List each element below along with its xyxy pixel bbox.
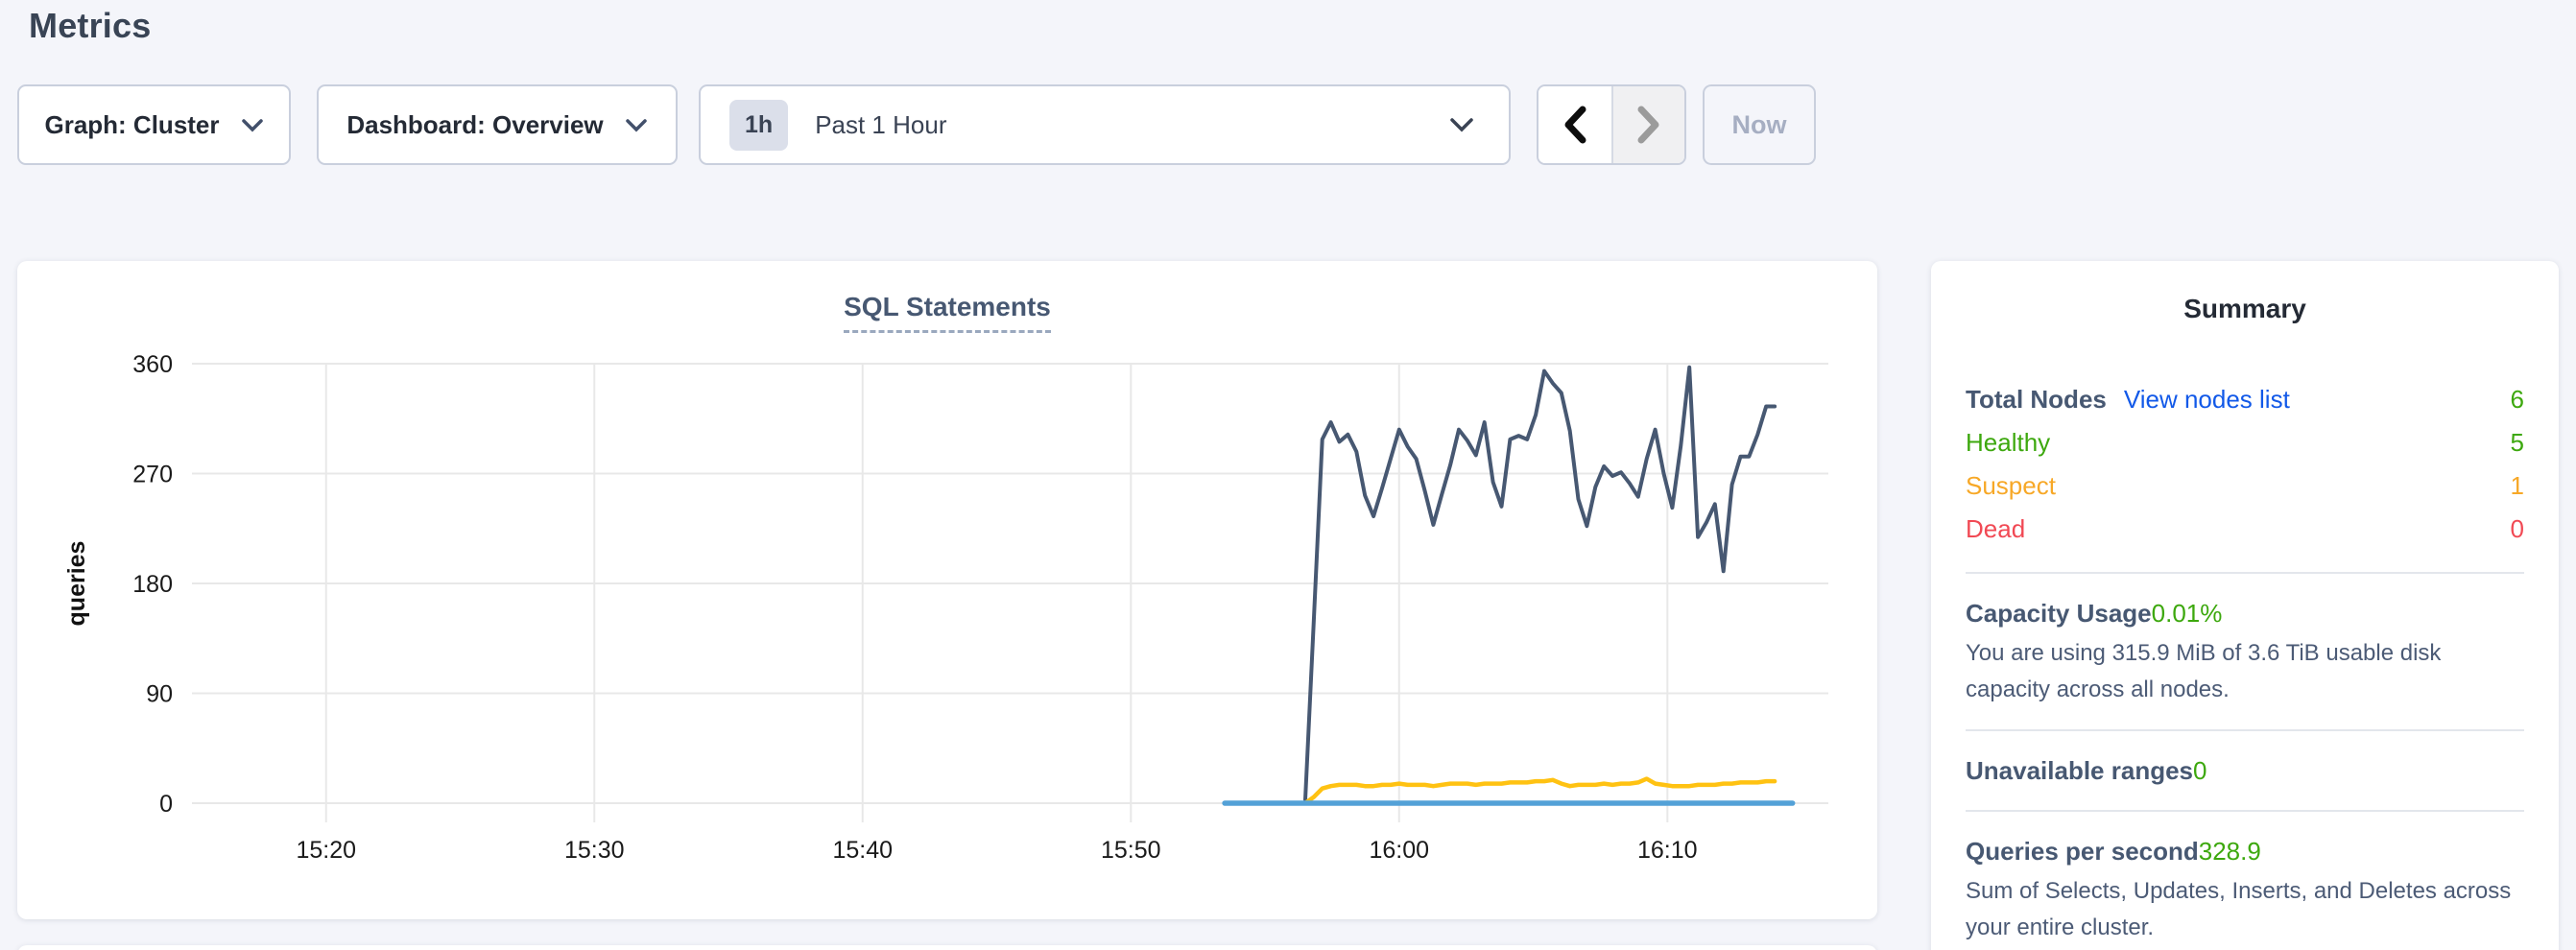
unavailable-ranges-section: Unavailable ranges 0: [1966, 752, 2524, 789]
chevron-right-icon: [1637, 106, 1659, 144]
sql-statements-chart-card: SQL Statements 0 90 180 270 360 15:20 15:30 15:…: [17, 261, 1877, 919]
capacity-usage-section: Capacity Usage 0.01% You are using 315.9…: [1966, 595, 2524, 708]
dead-nodes-row: Dead 0: [1966, 508, 2524, 551]
suspect-value: 1: [2510, 471, 2524, 500]
svg-text:360: 360: [132, 351, 173, 378]
capacity-usage-value: 0.01%: [2151, 599, 2223, 628]
dashboard-dropdown-label: Dashboard: Overview: [346, 109, 604, 139]
queries-per-second-description: Sum of Selects, Updates, Inserts, and De…: [1966, 878, 2512, 940]
time-forward-button[interactable]: [1611, 86, 1684, 163]
queries-per-second-label: Queries per second: [1966, 837, 2199, 866]
capacity-usage-label: Capacity Usage: [1966, 599, 2152, 628]
chevron-down-icon: [241, 118, 263, 131]
suspect-nodes-row: Suspect 1: [1966, 464, 2524, 508]
suspect-label: Suspect: [1966, 471, 2056, 500]
next-chart-card-edge: [17, 945, 1877, 950]
chart-title[interactable]: SQL Statements: [844, 292, 1051, 333]
total-nodes-value: 6: [2510, 385, 2524, 414]
healthy-nodes-row: Healthy 5: [1966, 421, 2524, 464]
dashboard-dropdown[interactable]: Dashboard: Overview: [317, 84, 678, 165]
svg-text:15:40: 15:40: [832, 837, 893, 864]
divider: [1966, 810, 2524, 812]
total-nodes-row: Total Nodes View nodes list 6: [1966, 378, 2524, 421]
chevron-down-icon: [625, 118, 647, 131]
svg-text:16:10: 16:10: [1637, 837, 1698, 864]
graph-dropdown[interactable]: Graph: Cluster: [17, 84, 291, 165]
time-range-picker[interactable]: 1h Past 1 Hour: [699, 84, 1511, 165]
dead-label: Dead: [1966, 514, 2026, 543]
svg-text:270: 270: [132, 462, 173, 488]
summary-heading: Summary: [2183, 294, 2306, 323]
unavailable-ranges-value: 0: [2193, 756, 2207, 785]
page-title: Metrics: [29, 6, 152, 45]
divider: [1966, 572, 2524, 574]
now-button[interactable]: Now: [1703, 84, 1816, 165]
svg-text:90: 90: [146, 681, 173, 708]
chevron-down-icon: [1450, 118, 1473, 132]
summary-panel: Summary Total Nodes View nodes list 6 He…: [1931, 261, 2559, 950]
svg-text:15:30: 15:30: [564, 837, 625, 864]
dead-value: 0: [2510, 514, 2524, 543]
graph-dropdown-label: Graph: Cluster: [44, 109, 220, 139]
queries-per-second-section: Queries per second 328.9 Sum of Selects,…: [1966, 833, 2524, 946]
view-nodes-link[interactable]: View nodes list: [2123, 385, 2290, 414]
time-range-label: Past 1 Hour: [815, 109, 947, 139]
svg-text:180: 180: [132, 571, 173, 598]
chevron-left-icon: [1564, 106, 1586, 144]
time-range-badge: 1h: [729, 99, 789, 151]
capacity-usage-description: You are using 315.9 MiB of 3.6 TiB usabl…: [1966, 640, 2442, 702]
time-back-button[interactable]: [1538, 86, 1611, 163]
total-nodes-label: Total Nodes: [1966, 385, 2107, 414]
svg-text:queries: queries: [63, 541, 90, 627]
time-pager: [1537, 84, 1686, 165]
queries-per-second-value: 328.9: [2198, 837, 2261, 866]
svg-text:15:20: 15:20: [296, 837, 356, 864]
svg-text:16:00: 16:00: [1370, 837, 1430, 864]
sql-statements-chart[interactable]: 0 90 180 270 360 15:20 15:30 15:40 15:50 16:00 16:…: [17, 261, 1877, 919]
healthy-value: 5: [2510, 428, 2524, 457]
svg-text:15:50: 15:50: [1101, 837, 1161, 864]
svg-text:0: 0: [159, 791, 173, 818]
unavailable-ranges-label: Unavailable ranges: [1966, 756, 2193, 785]
divider: [1966, 729, 2524, 731]
healthy-label: Healthy: [1966, 428, 2051, 457]
